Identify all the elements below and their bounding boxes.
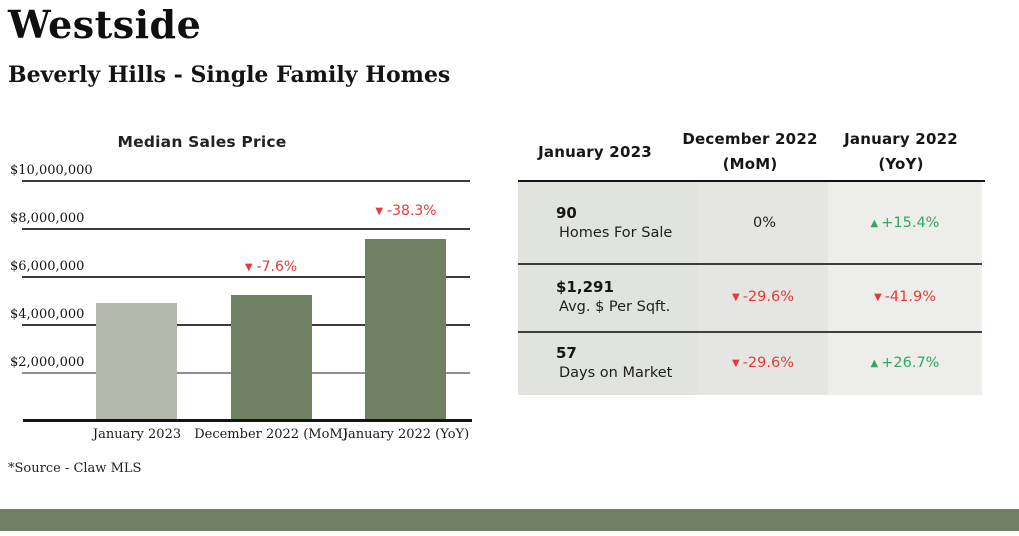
percent-change: ▼ -29.6% [732,355,794,371]
metric-label: Avg. $ Per Sqft. [559,299,671,315]
percent-text: -29.6% [742,289,794,305]
chart-title: Median Sales Price [117,133,287,151]
down-arrow-icon: ▼ [375,206,384,217]
mom-change-cell: ▼ -29.6% [698,263,828,331]
x-axis-category-label: January 2022 (YoY) [342,427,470,442]
chart-bar [231,295,312,421]
metric-value: $1,291 [556,278,614,296]
percent-text: +26.7% [881,355,940,371]
bar-change-label: ▼ -7.6% [211,259,331,275]
percent-change: ▲ +26.7% [871,355,940,371]
table-header-sublabel: (MoM) [722,155,778,173]
x-axis-category-label: January 2023 [92,427,182,442]
metric-value: 90 [556,203,577,222]
down-arrow-icon: ▼ [874,292,882,303]
y-axis-tick-label: $8,000,000 [10,211,85,226]
percent-change: ▼ -29.6% [732,289,794,305]
chart-bar [96,303,177,421]
source-note: *Source - Claw MLS [8,461,142,476]
table-row-divider [518,263,982,265]
page-title: Westside [8,2,202,47]
change-percent-text: -7.6% [256,259,298,275]
table-row-days-on-market: 57 Days on Market [518,331,698,395]
percent-change: 0% [750,215,776,231]
table-header-mom: December 2022 (MoM) [660,127,840,177]
table-row-avg-price-per-sqft: $1,291 Avg. $ Per Sqft. [518,263,698,331]
up-arrow-icon: ▲ [870,217,879,229]
chart-gridline [22,228,470,230]
up-arrow-icon: ▲ [870,358,879,369]
x-axis-category-label: December 2022 (MoM) [194,427,348,442]
table-row-divider [518,331,982,333]
yoy-change-cell: ▲ +15.4% [828,182,982,263]
percent-text: -41.9% [884,289,936,305]
percent-text: -29.6% [742,355,794,371]
metric-label: Days on Market [559,365,673,381]
percent-text: +15.4% [881,214,940,231]
page-subtitle: Beverly Hills - Single Family Homes [8,62,451,88]
chart-gridline [22,276,470,278]
yoy-change-cell: ▲ +26.7% [828,331,982,395]
metric-label: Homes For Sale [559,224,673,241]
down-arrow-icon: ▼ [732,292,740,303]
y-axis-tick-label: $4,000,000 [10,307,85,322]
percent-change: ▼ -41.9% [874,289,936,305]
table-header-label: January 2022 [844,130,958,148]
y-axis-tick-label: $10,000,000 [10,163,93,178]
table-header-current: January 2023 [505,140,685,165]
y-axis-tick-label: $2,000,000 [10,355,85,370]
change-percent-text: -38.3% [387,203,437,219]
y-axis-tick-label: $6,000,000 [10,259,85,274]
table-header-sublabel: (YoY) [878,155,924,173]
table-body: 90 Homes For Sale 0% ▲ +15.4% $1,291 Avg.… [518,182,982,395]
x-axis-line [23,419,472,422]
median-sales-price-chart: Median Sales Price $10,000,000 $8,000,000… [0,0,500,460]
table-header-underline [518,180,985,182]
down-arrow-icon: ▼ [732,358,740,369]
chart-bar [365,239,446,421]
percent-change: ▲ +15.4% [871,215,940,231]
table-header-yoy: January 2022 (YoY) [811,127,991,177]
table-header-label: December 2022 [682,130,818,148]
bar-change-label: ▼ -38.3% [346,203,466,219]
footer-accent-band [0,509,1019,531]
mom-change-cell: 0% [698,182,828,263]
yoy-change-cell: ▼ -41.9% [828,263,982,331]
mom-change-cell: ▼ -29.6% [698,331,828,395]
chart-gridline [22,180,470,182]
percent-text: 0% [752,214,776,231]
table-header-label: January 2023 [538,143,652,161]
table-row-homes-for-sale: 90 Homes For Sale [518,182,698,263]
down-arrow-icon: ▼ [244,262,253,273]
metric-value: 57 [556,344,577,362]
